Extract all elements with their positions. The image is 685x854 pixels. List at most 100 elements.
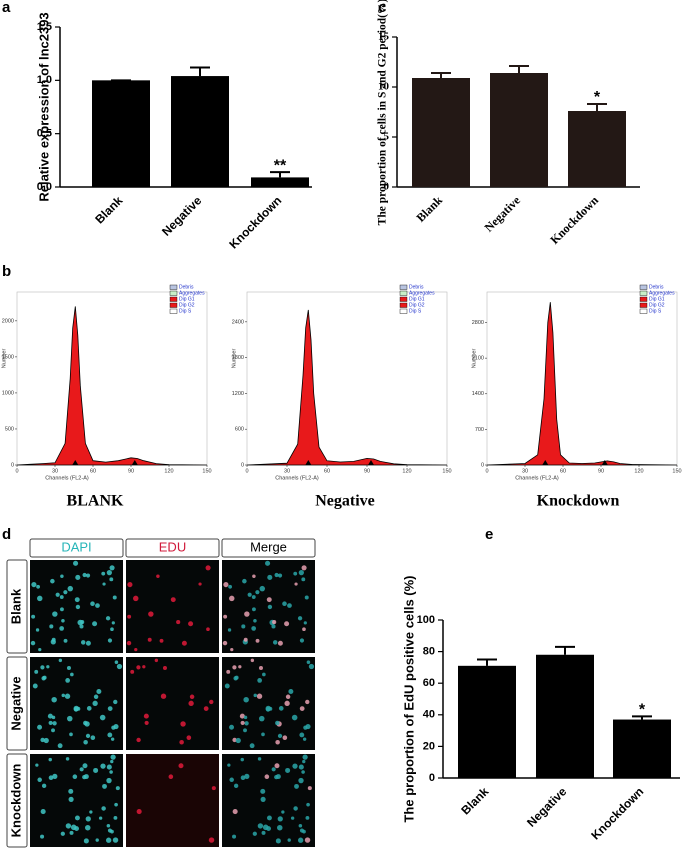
cell xyxy=(105,616,111,621)
cell xyxy=(222,640,228,646)
cell xyxy=(106,777,112,784)
column-header-box xyxy=(29,538,124,558)
cell xyxy=(297,837,304,843)
cell xyxy=(302,759,306,764)
cell xyxy=(148,611,154,617)
cell xyxy=(60,831,65,836)
x-tick-label: 0 xyxy=(485,468,488,474)
x-tick-label: 60 xyxy=(560,468,566,474)
legend-label: Aggregates xyxy=(409,290,435,296)
cell xyxy=(109,770,113,774)
y-tick-label: 1000 xyxy=(2,390,14,396)
x-tick-label: 120 xyxy=(164,468,173,474)
x-axis-label: Channels (FL2-A) xyxy=(45,475,89,481)
cell xyxy=(107,706,113,711)
error-bar xyxy=(509,65,529,73)
cell xyxy=(266,815,272,821)
cell xyxy=(70,672,74,677)
cell xyxy=(66,665,71,670)
marker xyxy=(131,460,138,465)
cell xyxy=(106,570,112,576)
cell xyxy=(257,757,262,761)
y-tick-label: 0 xyxy=(11,462,14,468)
cell xyxy=(301,770,305,774)
y-tick-label: 0 xyxy=(384,181,390,193)
error-bar xyxy=(632,715,652,720)
cell xyxy=(308,663,315,670)
cell xyxy=(288,689,294,695)
y-tick-label: 2400 xyxy=(232,319,244,325)
cell xyxy=(52,773,58,780)
cell xyxy=(294,582,298,586)
x-tick-label: 30 xyxy=(522,468,528,474)
cell xyxy=(274,763,280,769)
cell xyxy=(285,767,291,773)
cell xyxy=(113,699,118,705)
cell xyxy=(240,757,244,762)
legend-label: Debris xyxy=(649,284,664,290)
x-tick-label: 0 xyxy=(15,468,18,474)
cell xyxy=(292,763,298,769)
cell xyxy=(95,603,100,608)
x-tick-label: 0 xyxy=(245,468,248,474)
cell xyxy=(50,578,55,584)
cell xyxy=(188,621,194,627)
cell xyxy=(238,665,242,669)
cell xyxy=(244,721,249,726)
cell xyxy=(243,696,249,703)
legend-label: Aggregates xyxy=(179,290,205,296)
y-tick-label: 1.0 xyxy=(37,74,52,86)
cell xyxy=(147,637,152,642)
cell xyxy=(72,774,78,780)
cell xyxy=(90,735,96,741)
cell xyxy=(251,607,256,612)
cell xyxy=(67,715,73,722)
cell xyxy=(136,737,141,743)
y-tick-label: 5 xyxy=(384,131,390,143)
x-tick-label: Blank xyxy=(458,784,491,817)
cell xyxy=(298,777,304,784)
cell xyxy=(114,660,119,664)
cell xyxy=(170,597,176,603)
cell xyxy=(73,560,79,566)
cell xyxy=(102,582,106,586)
y-axis-label: Number xyxy=(231,349,237,369)
x-tick-label: 30 xyxy=(52,468,58,474)
cell xyxy=(233,676,238,681)
cell xyxy=(255,590,260,595)
y-tick-label: 2100 xyxy=(472,356,484,362)
cell xyxy=(40,665,45,670)
cell xyxy=(305,699,310,705)
histogram-area xyxy=(486,302,678,466)
plot-frame xyxy=(486,291,678,466)
cell xyxy=(282,735,288,741)
y-axis-label: Number xyxy=(1,349,7,369)
cell xyxy=(93,694,99,700)
cell xyxy=(90,601,95,607)
cell xyxy=(46,665,50,669)
y-axis-label: The proportion of EdU positive cells (%) xyxy=(401,575,416,822)
cell xyxy=(86,706,92,711)
cell xyxy=(232,665,237,670)
cell xyxy=(37,777,42,783)
marker xyxy=(542,460,549,465)
cell xyxy=(111,621,115,625)
cell xyxy=(264,774,270,780)
bar xyxy=(536,654,594,778)
cell xyxy=(284,700,290,707)
legend-label: Debris xyxy=(179,284,194,290)
cell xyxy=(265,560,271,566)
cell xyxy=(32,683,38,689)
cell xyxy=(99,714,106,721)
bar xyxy=(251,177,309,187)
x-tick-label: 120 xyxy=(402,468,411,474)
cell xyxy=(232,808,238,815)
row-header: Knockdown xyxy=(8,764,23,838)
cell xyxy=(302,754,308,760)
cell xyxy=(65,678,71,683)
y-tick-label: 40 xyxy=(423,709,435,721)
cell xyxy=(69,830,74,835)
cell xyxy=(37,595,43,602)
error-bar xyxy=(431,72,451,78)
cell xyxy=(223,614,228,619)
